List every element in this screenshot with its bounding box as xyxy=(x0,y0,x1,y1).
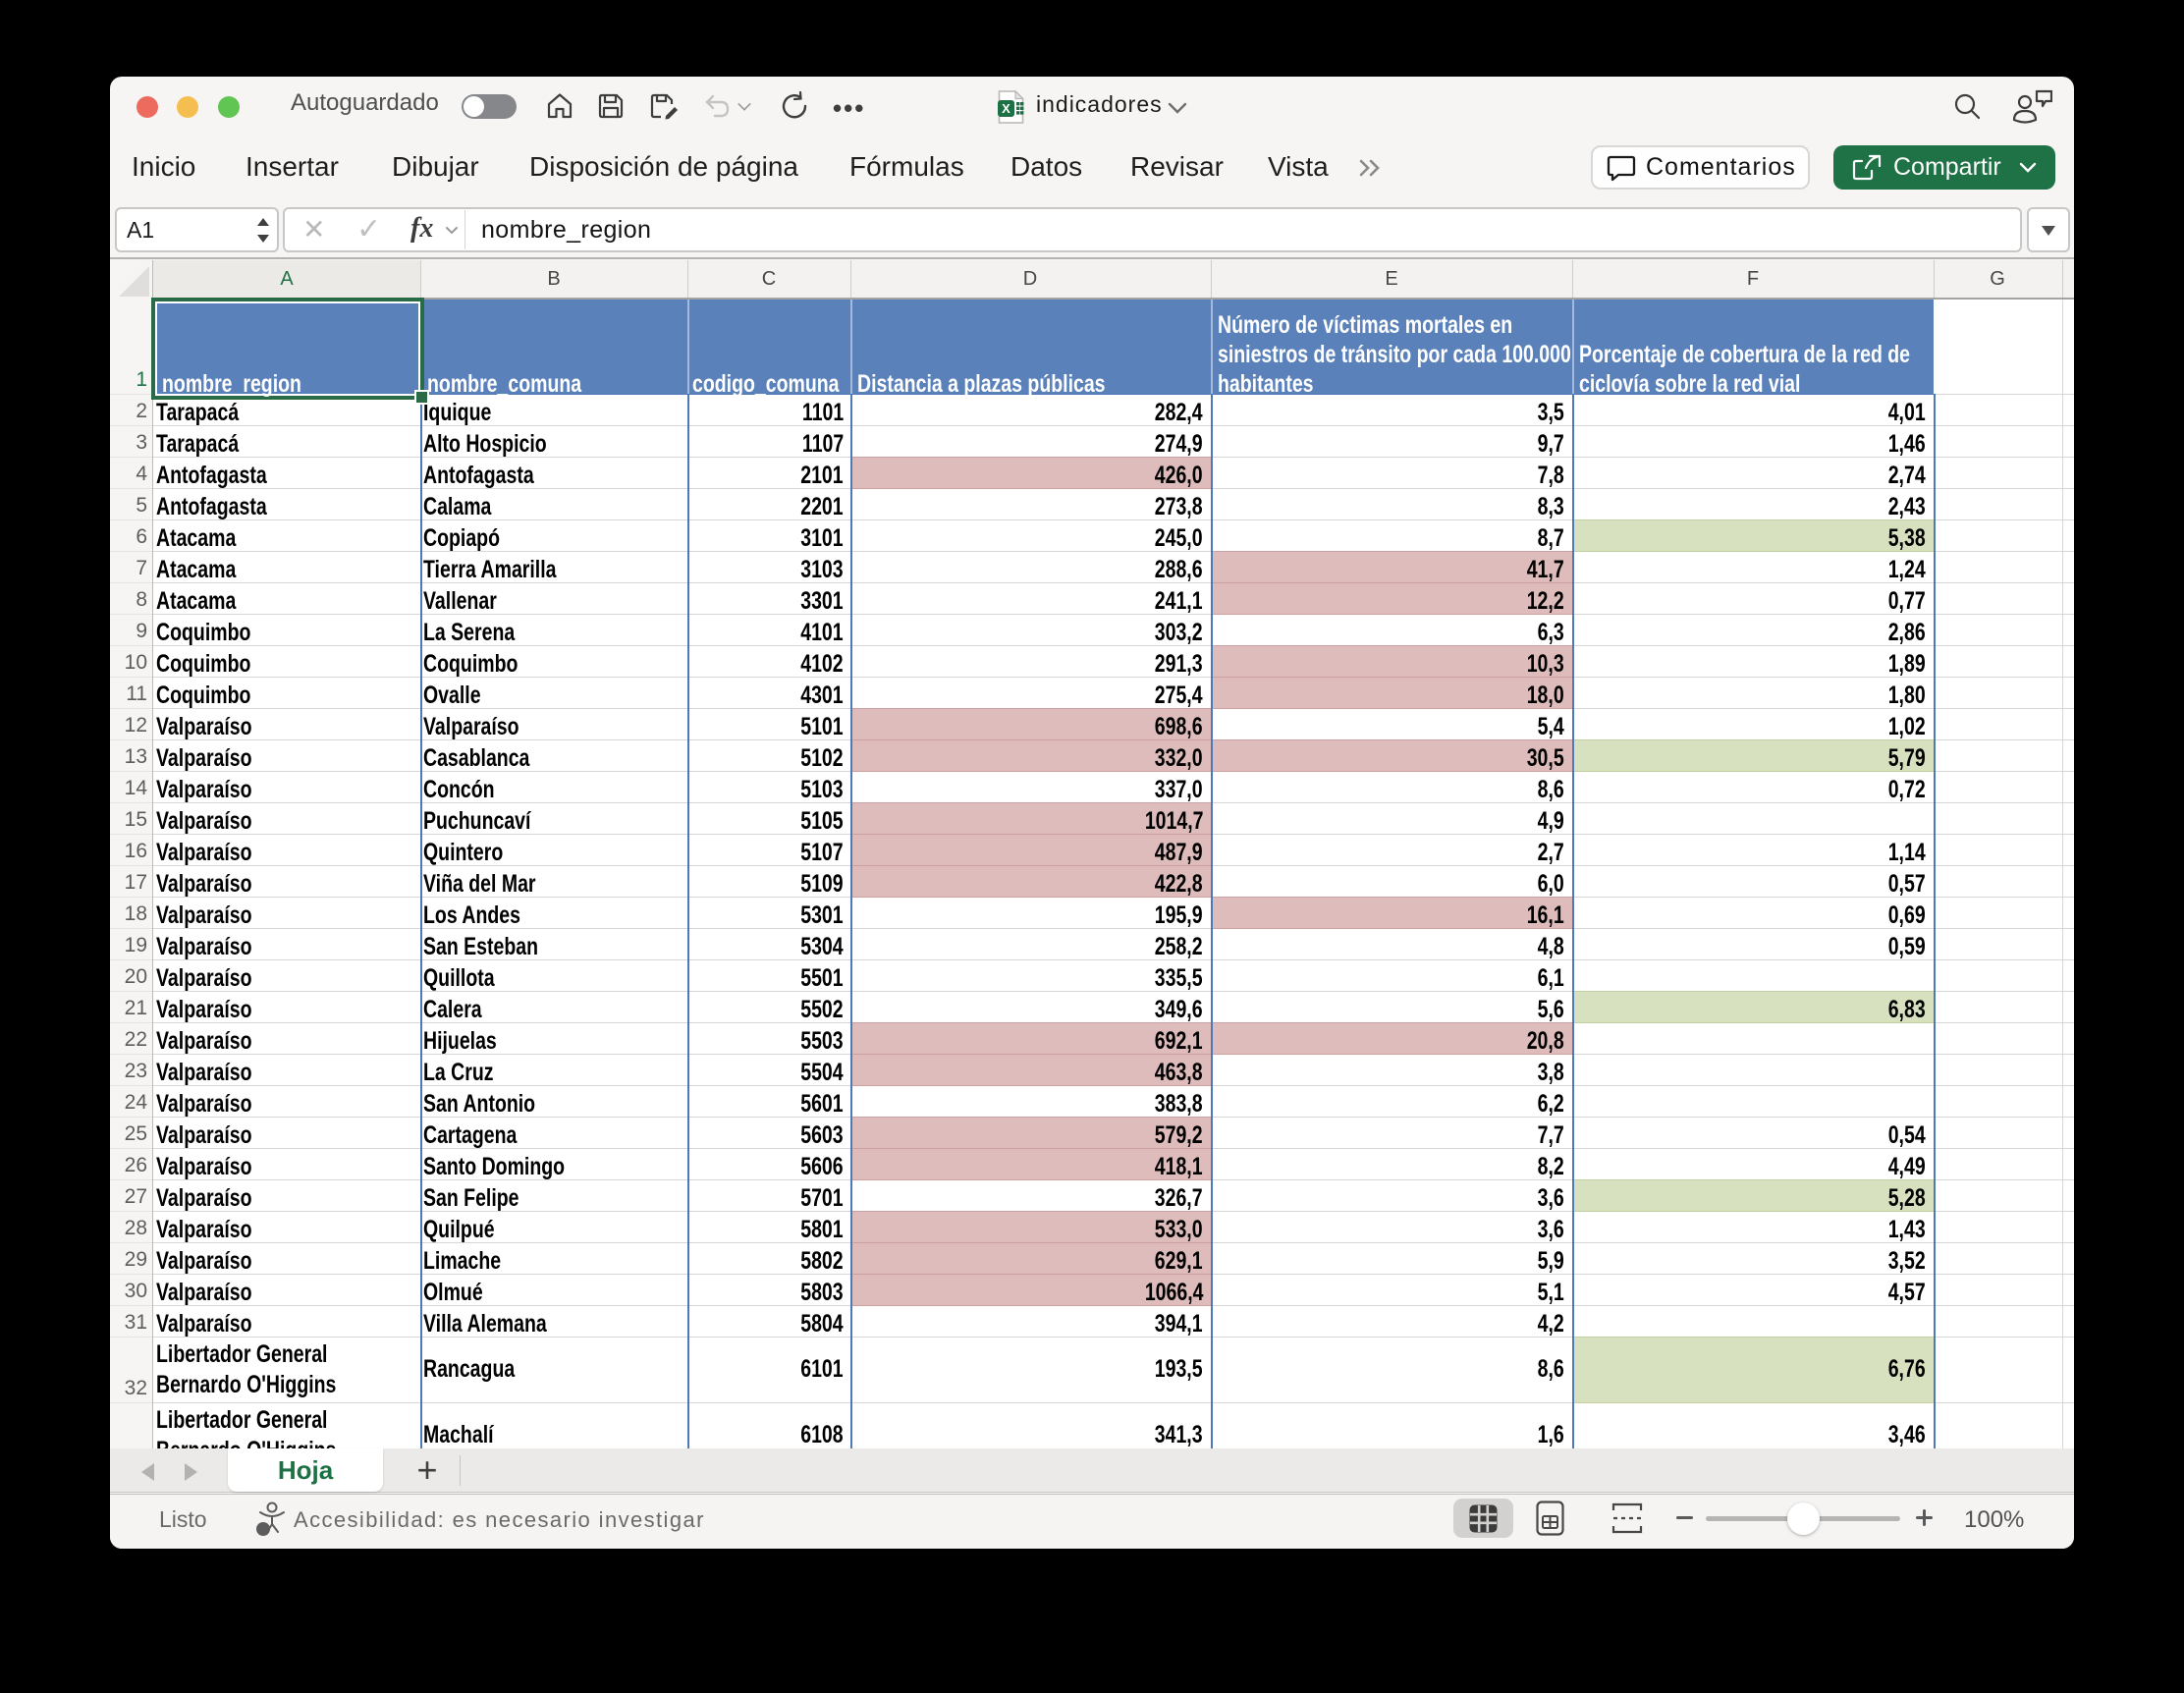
svg-text:!: ! xyxy=(261,1525,265,1537)
svg-text:X: X xyxy=(1002,101,1010,116)
